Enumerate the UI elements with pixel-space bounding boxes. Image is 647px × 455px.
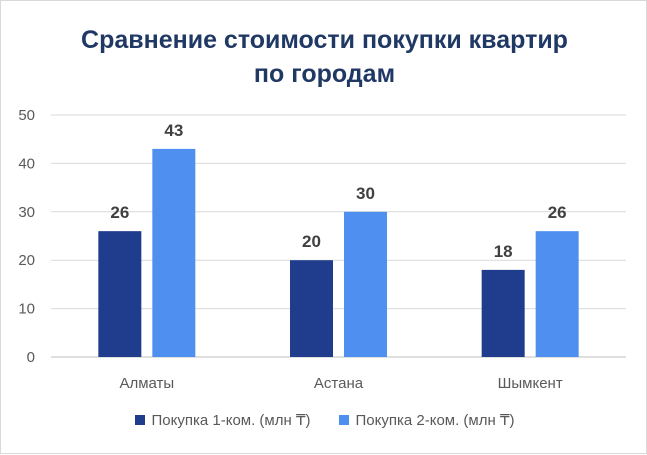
- data-label-Шымкент-series-2: 26: [548, 203, 567, 222]
- chart-title-line-1: Сравнение стоимости покупки квартир: [81, 26, 568, 54]
- x-tick-label-Астана: Астана: [314, 375, 364, 392]
- y-tick-label-40: 40: [18, 155, 35, 172]
- legend-label-series-1: Покупка 1-ком. (млн ₸): [151, 412, 311, 429]
- y-tick-label-0: 0: [27, 349, 35, 366]
- data-label-Алматы-series-1: 26: [110, 203, 129, 222]
- legend-label-series-2: Покупка 2-ком. (млн ₸): [355, 412, 515, 429]
- legend-swatch-series-2: [338, 415, 349, 425]
- data-label-Алматы-series-2: 43: [164, 121, 183, 140]
- legend-item-series-1: Покупка 1-ком. (млн ₸): [134, 411, 311, 429]
- bar-Шымкент-series-2: [535, 231, 579, 357]
- data-label-Шымкент-series-1: 18: [494, 242, 513, 261]
- bar-Астана-series-2: [344, 211, 387, 357]
- legend-swatch-series-1: [134, 415, 145, 425]
- bar-Астана-series-1: [290, 260, 333, 357]
- chart-title: Сравнение стоимости покупки квартир по г…: [1, 23, 647, 91]
- legend-item-series-2: Покупка 2-ком. (млн ₸): [338, 411, 515, 429]
- chart-title-line-2: по городам: [253, 60, 396, 88]
- y-tick-label-30: 30: [18, 204, 35, 221]
- bar-Алматы-series-2: [152, 148, 196, 357]
- bar-Алматы-series-1: [98, 231, 142, 357]
- y-tick-label-50: 50: [18, 107, 35, 124]
- bar-Шымкент-series-1: [481, 269, 525, 357]
- data-label-Астана-series-1: 20: [302, 232, 321, 251]
- data-label-Астана-series-2: 30: [356, 184, 375, 203]
- y-tick-label-20: 20: [18, 252, 35, 269]
- y-tick-label-10: 10: [18, 301, 35, 318]
- x-tick-label-Шымкент: Шымкент: [498, 375, 563, 392]
- x-tick-label-Алматы: Алматы: [119, 375, 174, 392]
- chart-legend: Покупка 1-ком. (млн ₸) Покупка 2-ком. (м…: [1, 411, 647, 429]
